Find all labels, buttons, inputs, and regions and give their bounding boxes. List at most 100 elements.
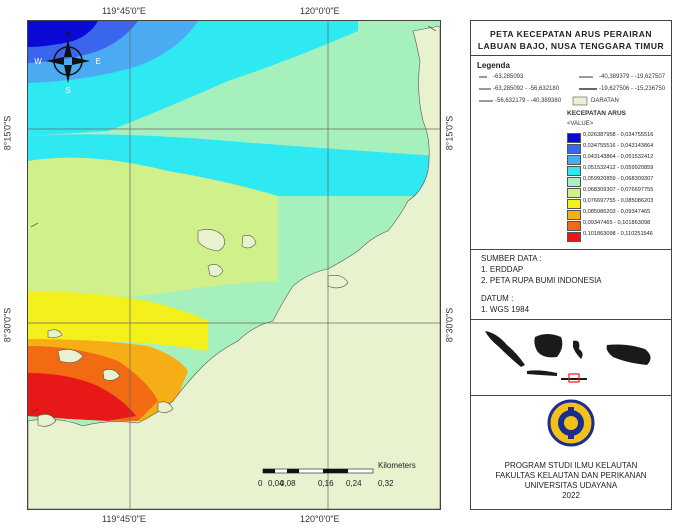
island-4 bbox=[327, 275, 349, 289]
zone-class-4b bbox=[28, 134, 440, 196]
inset-java bbox=[527, 370, 557, 376]
value-heading: <VALUE> bbox=[567, 121, 594, 127]
current-arrow bbox=[30, 408, 39, 414]
speed-class-label: 0,043143864 - 0,051532412 bbox=[583, 154, 654, 160]
speed-class-row: 0,076697755 - 0,085086203 bbox=[567, 198, 667, 209]
speed-class-label: 0,059920859 - 0,068309307 bbox=[583, 176, 654, 182]
speed-class-swatch bbox=[567, 155, 581, 165]
compass-east-arrow bbox=[72, 57, 90, 65]
speed-class-label: 0,034755516 - 0,043143864 bbox=[583, 143, 654, 149]
zone-class-6 bbox=[28, 157, 278, 221]
speed-class-row: 0,051532412 - 0,059920859 bbox=[567, 165, 667, 176]
map-title-line-2: LABUAN BAJO, NUSA TENGGARA TIMUR bbox=[477, 41, 665, 51]
current-speed-map: N E S W bbox=[28, 21, 440, 509]
inset-borneo bbox=[534, 334, 563, 358]
scale-label-4: 0,24 bbox=[346, 479, 362, 488]
inset-land bbox=[485, 331, 651, 380]
compass-s-label: S bbox=[65, 86, 70, 95]
coord-left-lower: 8°30'0"S bbox=[2, 307, 13, 343]
speed-class-row: 0,059920859 - 0,068309307 bbox=[567, 176, 667, 187]
speed-class-swatch bbox=[567, 210, 581, 220]
compass-e-label: E bbox=[95, 57, 100, 66]
inset-sulawesi bbox=[573, 340, 583, 359]
speed-class-swatch bbox=[567, 144, 581, 154]
arrow-legend-symbols bbox=[479, 76, 597, 106]
udayana-logo bbox=[547, 399, 595, 447]
zone-class-10 bbox=[28, 373, 136, 421]
footer-line-1: PROGRAM STUDI ILMU KELAUTAN bbox=[504, 461, 638, 470]
scale-bar bbox=[262, 468, 374, 474]
scale-label-3: 0,16 bbox=[318, 479, 334, 488]
speed-class-swatch bbox=[567, 188, 581, 198]
arrow-legend-5: -19,627506 - -15,236750 bbox=[599, 86, 666, 92]
island-2 bbox=[207, 264, 224, 277]
land-areas bbox=[28, 25, 440, 509]
speed-class-row: 0,085086203 - 0,09347465 bbox=[567, 209, 667, 220]
logo-bottom-mark bbox=[568, 433, 574, 439]
arrow-legend-4: -40,389379 - -19,627507 bbox=[599, 74, 666, 80]
speed-class-swatch bbox=[567, 199, 581, 209]
scale-seg-1 bbox=[263, 469, 275, 473]
scale-label-1: 0,04 bbox=[268, 479, 284, 488]
coord-bottom-right: 120°0'0"E bbox=[300, 514, 340, 524]
compass-w-label: W bbox=[34, 57, 42, 66]
speed-class-label: 0,101863098 - 0,110251546 bbox=[583, 231, 653, 237]
arrow-legend-1: -63,285093 bbox=[493, 74, 524, 80]
legend-heading: Legenda bbox=[477, 61, 510, 70]
speed-class-row: 0,068309307 - 0,076697755 bbox=[567, 187, 667, 198]
speed-class-swatch bbox=[567, 221, 581, 231]
island-7 bbox=[37, 414, 57, 427]
land-legend-label: DARATAN bbox=[591, 98, 619, 104]
compass-north-arrow bbox=[64, 39, 72, 57]
inset-study-area bbox=[568, 373, 580, 383]
scale-label-0: 0 bbox=[258, 479, 263, 488]
speed-class-swatch bbox=[567, 133, 581, 143]
footer-line-3: UNIVERSITAS UDAYANA bbox=[524, 481, 618, 490]
footer-line-2: FAKULTAS KELAUTAN DAN PERIKANAN bbox=[495, 471, 647, 480]
coord-left-upper: 8°15'0"S bbox=[2, 115, 13, 151]
coord-top-left: 119°45'0"E bbox=[102, 6, 146, 16]
coord-right-upper: 8°15'0"S bbox=[444, 115, 455, 151]
land-mainland bbox=[28, 25, 440, 509]
speed-class-label: 0,026387958 - 0,034755516 bbox=[583, 132, 654, 138]
source-item-2: 2. PETA RUPA BUMI INDONESIA bbox=[481, 276, 602, 285]
arrow-legend-2: -63,285092 - -56,632180 bbox=[493, 86, 560, 92]
current-arrow bbox=[30, 222, 39, 228]
scale-bar-outline bbox=[262, 468, 374, 474]
legend-panel: PETA KECEPATAN ARUS PERAIRAN LABUAN BAJO… bbox=[470, 20, 672, 510]
speed-class-label: 0,051532412 - 0,059920859 bbox=[583, 165, 654, 171]
land-swatch bbox=[572, 96, 588, 106]
speed-class-row: 0,101863098 - 0,110251546 bbox=[567, 231, 667, 242]
speed-class-row: 0,034755516 - 0,043143864 bbox=[567, 143, 667, 154]
coord-top-right: 120°0'0"E bbox=[300, 6, 340, 16]
speed-class-row: 0,026387958 - 0,034755516 bbox=[567, 132, 667, 143]
zone-class-1 bbox=[28, 21, 98, 47]
speed-class-swatch bbox=[567, 232, 581, 242]
inset-papua bbox=[606, 344, 651, 365]
indonesia-inset-map bbox=[477, 323, 665, 393]
speed-class-label: 0,076697755 - 0,085086203 bbox=[583, 198, 654, 204]
inset-sumatra bbox=[485, 331, 525, 367]
datum-heading: DATUM : bbox=[481, 294, 514, 303]
inset-divider-bottom bbox=[471, 395, 671, 396]
island-9 bbox=[47, 329, 63, 338]
title-divider bbox=[471, 55, 671, 56]
scale-label-2: 0,08 bbox=[280, 479, 296, 488]
coord-right-lower: 8°30'0"S bbox=[444, 307, 455, 343]
speed-class-label: 0,085086203 - 0,09347465 bbox=[583, 209, 651, 215]
logo-top-mark bbox=[568, 407, 574, 413]
scale-unit: Kilometers bbox=[378, 461, 416, 470]
logo-center bbox=[564, 416, 578, 430]
map-frame[interactable]: N E S W 0 0,04 0,08 0,16 0,24 0,32 Kilom… bbox=[27, 20, 441, 510]
coord-bottom-left: 119°45'0"E bbox=[102, 514, 146, 524]
speed-class-swatch bbox=[567, 166, 581, 176]
scale-seg-3 bbox=[323, 469, 348, 473]
map-title-line-1: PETA KECEPATAN ARUS PERAIRAN bbox=[490, 29, 652, 39]
source-item-1: 1. ERDDAP bbox=[481, 265, 524, 274]
arrow-legend-3: -56,632179 - -40,389380 bbox=[495, 98, 562, 104]
scale-label-5: 0,32 bbox=[378, 479, 394, 488]
inset-divider-top bbox=[471, 319, 671, 320]
island-6 bbox=[102, 369, 121, 381]
graticule bbox=[28, 21, 440, 509]
island-1 bbox=[197, 229, 225, 252]
